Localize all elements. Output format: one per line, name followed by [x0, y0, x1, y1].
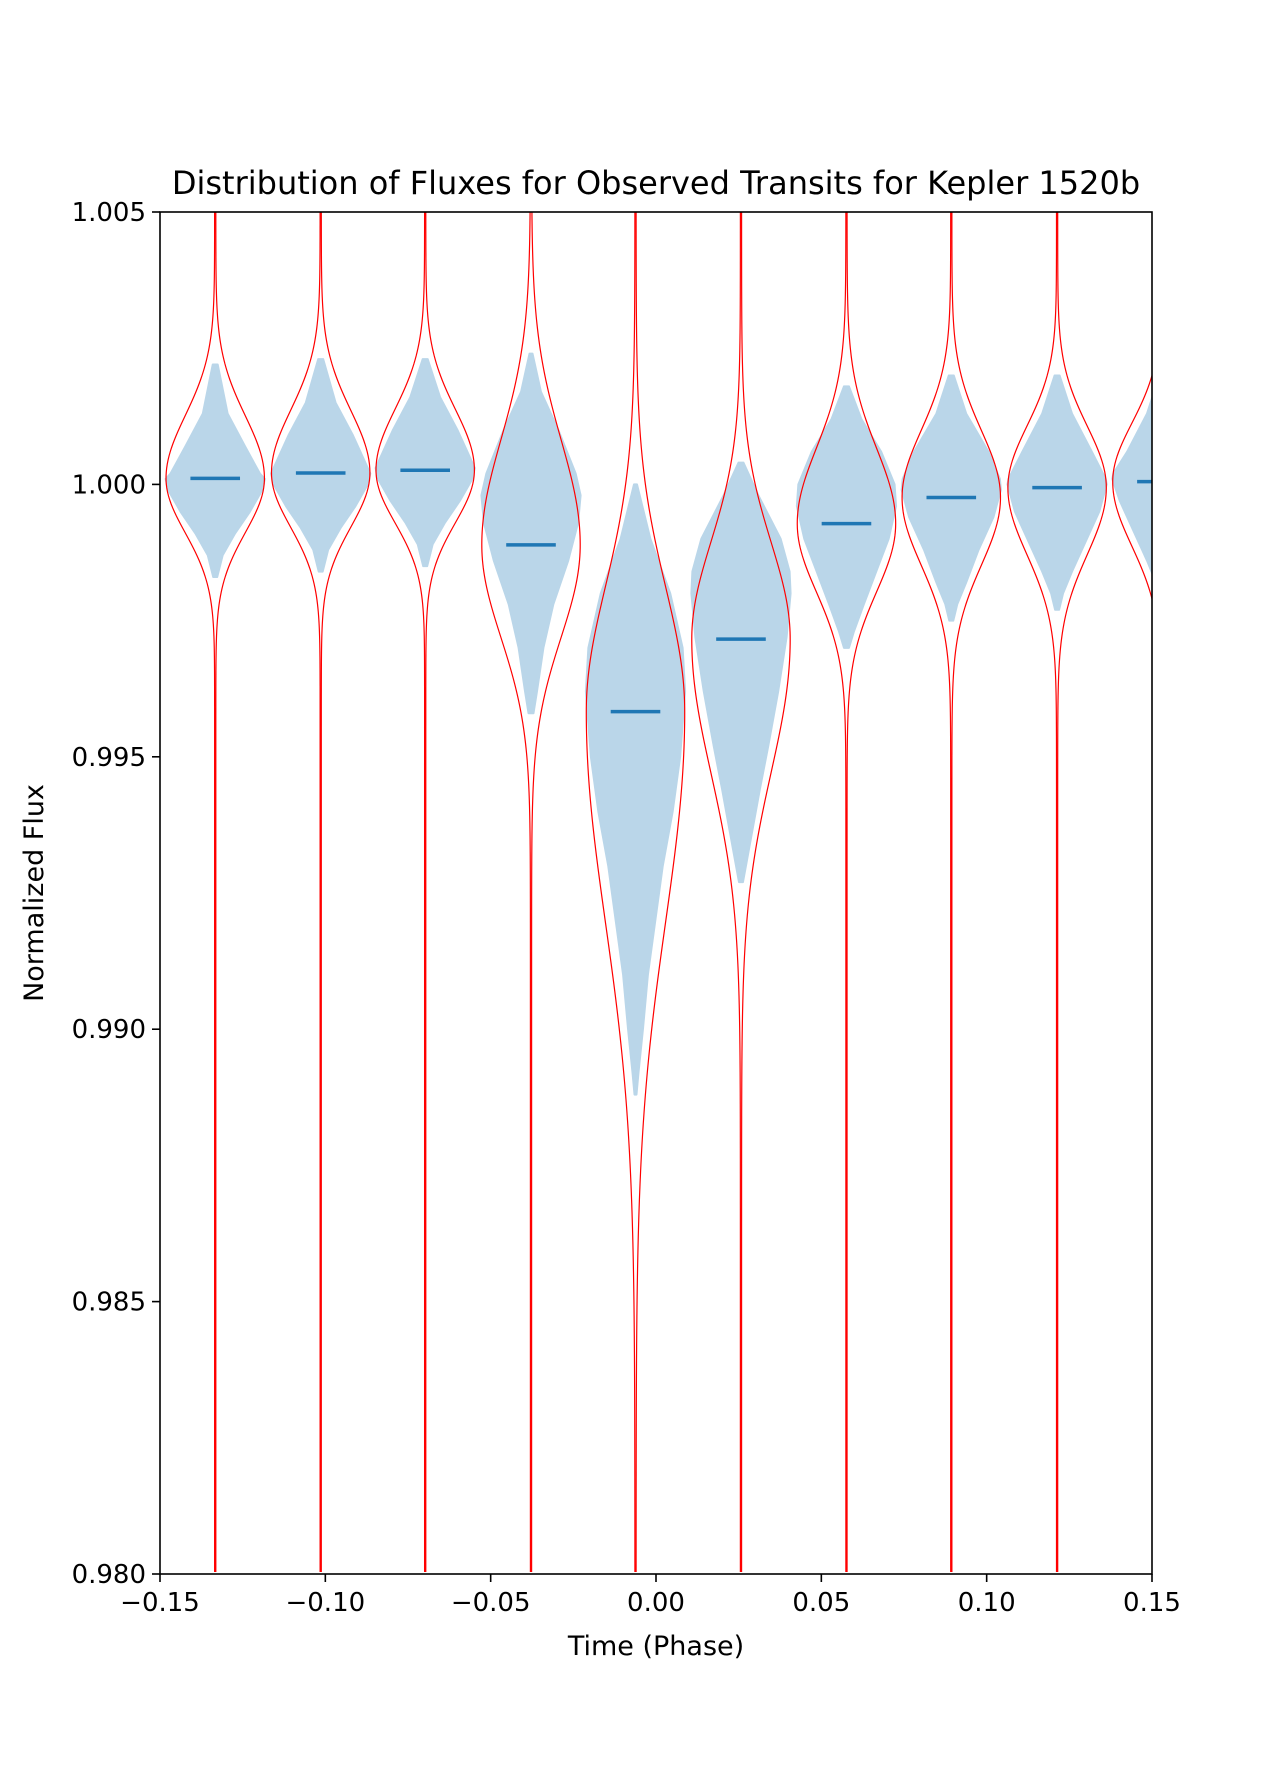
chart-title: Distribution of Fluxes for Observed Tran… [172, 164, 1140, 202]
y-tick-label-3: 0.990 [72, 1015, 146, 1045]
model-curve-10 [1112, 373, 1152, 602]
x-tick-label-7: 0.15 [1123, 1588, 1181, 1618]
violin-body-7 [795, 385, 898, 649]
model-curve-5 [585, 212, 686, 1572]
x-axis: −0.15 −0.10 −0.05 0.00 0.05 0.10 0.15 [120, 1574, 1181, 1618]
model-curve-7 [796, 212, 897, 1572]
violin-body-1 [164, 363, 266, 579]
y-tick-label-1: 0.980 [72, 1560, 146, 1590]
y-axis: 0.980 0.985 0.990 0.995 1.000 1.005 [72, 198, 160, 1590]
model-curve-3 [375, 212, 475, 1572]
x-tick-label-3: −0.05 [451, 1588, 531, 1618]
violin-body-2 [270, 358, 372, 573]
x-tick-label-1: −0.15 [120, 1588, 200, 1618]
model-curve-9 [1007, 212, 1107, 1572]
x-tick-label-6: 0.10 [958, 1588, 1016, 1618]
violin-body-6 [690, 461, 792, 884]
y-tick-label-5: 1.000 [72, 470, 146, 500]
x-axis-label: Time (Phase) [567, 1631, 744, 1662]
plot-area [164, 212, 1152, 1572]
y-axis-label: Normalized Flux [19, 784, 50, 1002]
model-curves-group [165, 212, 1152, 1572]
x-tick-label-5: 0.05 [792, 1588, 850, 1618]
violins-group [164, 352, 1152, 1096]
y-tick-label-4: 0.995 [72, 743, 146, 773]
y-tick-label-6: 1.005 [72, 198, 146, 228]
medians-group [190, 468, 1152, 714]
violin-body-9 [1006, 374, 1108, 611]
violin-body-10 [1111, 395, 1152, 576]
violin-body-4 [480, 352, 582, 715]
violin-body-3 [374, 358, 476, 568]
model-curve-4 [481, 212, 581, 1572]
x-tick-label-4: 0.00 [627, 1588, 685, 1618]
y-tick-label-2: 0.985 [72, 1288, 146, 1318]
model-curve-1 [165, 212, 266, 1572]
x-tick-label-2: −0.10 [285, 1588, 365, 1618]
violin-body-5 [584, 483, 687, 1096]
model-curve-2 [270, 212, 371, 1572]
model-curve-8 [901, 212, 1002, 1572]
model-curve-6 [691, 212, 791, 1572]
